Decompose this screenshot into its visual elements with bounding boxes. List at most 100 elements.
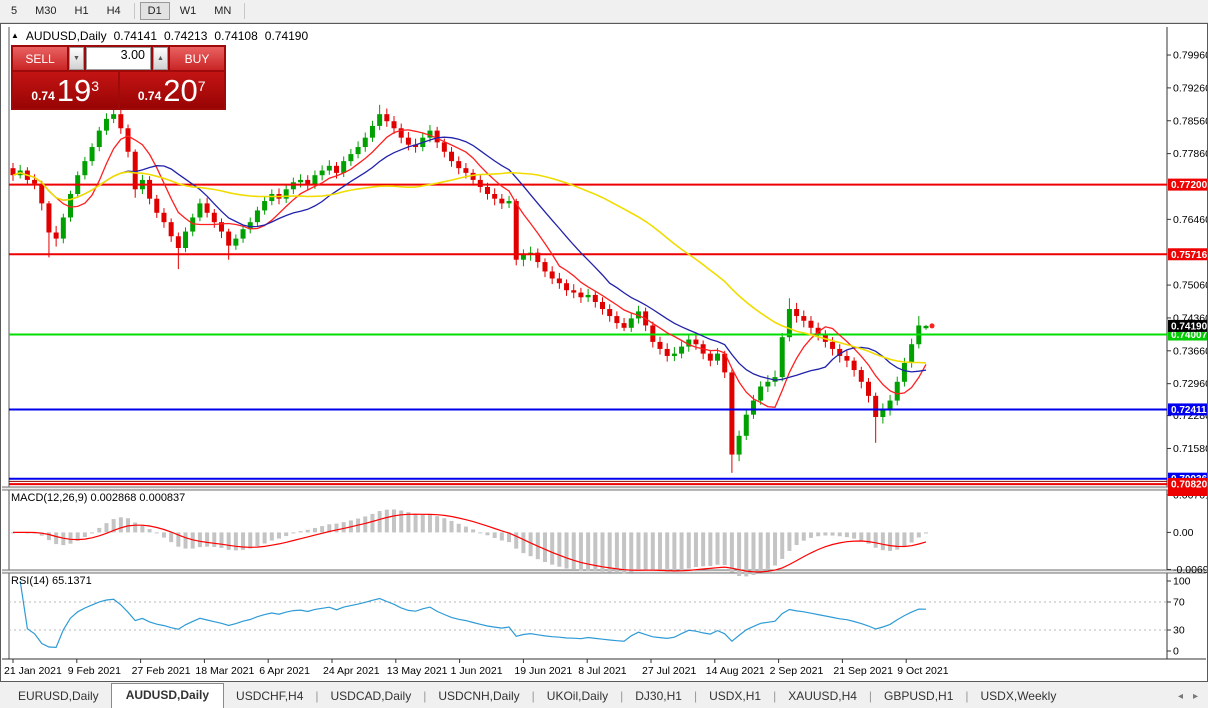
tab-scroll-left-icon[interactable]: ◂ [1177,691,1183,702]
date-label: 9 Feb 2021 [68,665,121,677]
macd-bar [219,532,224,548]
macd-bar [550,532,555,565]
timeframe-button-w1[interactable]: W1 [179,5,197,17]
buy-button[interactable]: BUY [170,47,224,70]
timeframe-button-5[interactable]: 5 [11,5,18,17]
candle-body [405,137,411,145]
macd-axis-label: 0.00 [1173,527,1194,539]
candle-body [305,179,311,185]
macd-bar [363,516,368,533]
rsi-axis-label: 30 [1173,624,1185,636]
timeframe-button-m30[interactable]: M30 [35,5,57,17]
volume-input[interactable]: 3.00 [86,47,151,70]
candle-body [592,294,598,302]
tab-eurusd-daily[interactable]: EURUSD,Daily [18,689,99,703]
ma-line-14 [12,136,927,381]
candle-body [413,144,419,148]
macd-bar [442,518,447,533]
macd-bar [241,532,246,550]
macd-bar [176,532,181,547]
candle-body [513,201,519,260]
candle-body [60,217,66,239]
macd-bar [708,532,713,566]
ohlc-low: 0.74108 [214,29,258,43]
macd-bar [521,532,526,554]
tab-separator: | [315,689,319,703]
buy-price-small: 0.74 [137,89,162,103]
candle-body [10,168,16,176]
candle-body [254,210,260,223]
rsi-axis-label: 100 [1173,576,1191,588]
tab-ukoil-daily[interactable]: UKOil,Daily [546,689,609,703]
candle-body [621,323,627,328]
candle-body [470,172,476,180]
buy-price-tile[interactable]: 0.74 20 7 [119,72,224,108]
macd-bar [866,532,871,544]
macd-bar [823,532,828,536]
tab-scroll-right-icon[interactable]: ▸ [1192,691,1198,702]
tab-separator: | [868,689,873,703]
candle-body [858,370,864,382]
sell-price-tile[interactable]: 0.74 19 3 [13,72,118,108]
timeframe-button-h4[interactable]: H4 [106,5,121,17]
macd-bar [744,532,749,577]
tab-gbpusd-h1[interactable]: GBPUSD,H1 [884,689,954,703]
chart-window: 21 Jan 2021 9 Feb 2021 27 Feb 2021 18 Mar 2… [0,23,1208,682]
tab-xauusd-h4[interactable]: XAUUSD,H4 [788,689,857,703]
candle-body [398,128,404,138]
candle-body [578,292,584,298]
volume-increase-button[interactable]: ▲ [153,47,168,70]
macd-bar [147,529,152,533]
macd-bar [427,514,432,533]
tab-audusd-daily[interactable]: AUDUSD,Daily [110,683,225,708]
tab-dj30-h1[interactable]: DJ30,H1 [635,689,682,703]
candle-body [549,271,555,279]
axis-badge-label: 0.72411 [1171,405,1207,416]
date-label: 9 Oct 2021 [897,665,949,677]
timeframe-button-h1[interactable]: H1 [74,5,89,17]
macd-bar [672,532,677,572]
candle-body [664,348,670,356]
timeframe-button-d1[interactable]: D1 [139,2,170,20]
macd-bar [413,513,418,533]
tab-usdchf-h4[interactable]: USDCHF,H4 [236,689,304,703]
pane-splitter[interactable] [2,487,1206,490]
candle-body [477,179,483,187]
macd-bar [39,532,44,536]
candle-body [679,346,685,354]
one-click-panel-toggle-icon[interactable]: ▲ [11,31,19,40]
macd-bar [808,532,813,538]
tab-usdx-h1[interactable]: USDX,H1 [709,689,762,703]
date-label: 1 Jun 2021 [451,665,503,677]
macd-bar [312,527,317,533]
sell-button[interactable]: SELL [13,47,67,70]
candle-body [808,320,814,328]
macd-bar [614,532,619,573]
date-label: 2 Sep 2021 [770,665,824,677]
macd-bar [262,532,267,544]
macd-bar [636,532,641,571]
volume-decrease-button[interactable]: ▼ [69,47,84,70]
ohlc-open: 0.74141 [113,29,157,43]
toolbar-separator [244,3,246,19]
tab-usdx-weekly[interactable]: USDX,Weekly [980,689,1057,703]
ma-line-7 [12,129,927,408]
macd-indicator-label: MACD(12,26,9) 0.002868 0.000837 [11,492,186,504]
macd-bar [341,522,346,533]
toolbar-separator [133,3,135,19]
candle-body [463,168,469,173]
tab-usdcad-daily[interactable]: USDCAD,Daily [330,689,412,703]
date-label: 21 Sep 2021 [833,665,893,677]
candle-body [211,212,217,223]
candle-body [865,381,871,396]
tab-usdcnh-daily[interactable]: USDCNH,Daily [438,689,520,703]
timeframe-button-mn[interactable]: MN [214,5,232,17]
candle-body [456,161,462,169]
candle-body [103,118,109,131]
macd-bar [715,532,720,565]
chart-canvas[interactable]: 21 Jan 2021 9 Feb 2021 27 Feb 2021 18 Mar 2… [1,24,1207,681]
